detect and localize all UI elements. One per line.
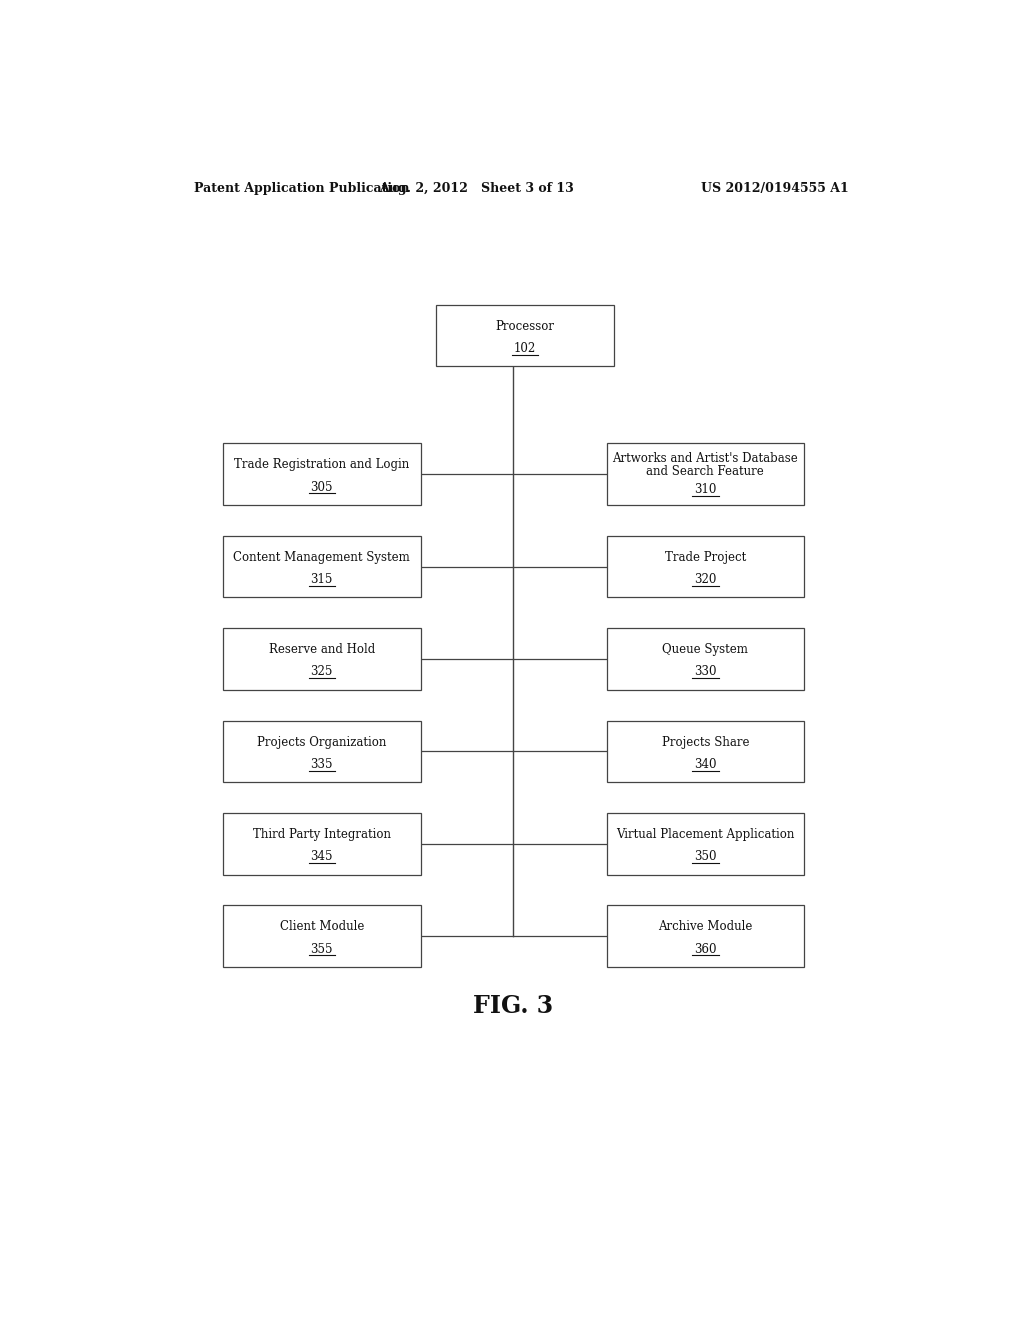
- FancyBboxPatch shape: [223, 721, 421, 781]
- FancyBboxPatch shape: [223, 628, 421, 689]
- Text: Trade Registration and Login: Trade Registration and Login: [234, 458, 410, 471]
- Text: FIG. 3: FIG. 3: [473, 994, 553, 1018]
- Text: US 2012/0194555 A1: US 2012/0194555 A1: [701, 182, 849, 194]
- Text: Third Party Integration: Third Party Integration: [253, 828, 391, 841]
- FancyBboxPatch shape: [223, 444, 421, 506]
- Text: Artworks and Artist's Database: Artworks and Artist's Database: [612, 453, 799, 465]
- Text: 102: 102: [514, 342, 536, 355]
- Text: Queue System: Queue System: [663, 643, 749, 656]
- Text: Archive Module: Archive Module: [658, 920, 753, 933]
- FancyBboxPatch shape: [606, 906, 804, 966]
- Text: 345: 345: [310, 850, 333, 863]
- FancyBboxPatch shape: [223, 813, 421, 875]
- FancyBboxPatch shape: [435, 305, 614, 367]
- Text: 305: 305: [310, 480, 333, 494]
- Text: Trade Project: Trade Project: [665, 550, 746, 564]
- Text: Projects Share: Projects Share: [662, 735, 750, 748]
- Text: 330: 330: [694, 665, 717, 678]
- Text: Aug. 2, 2012   Sheet 3 of 13: Aug. 2, 2012 Sheet 3 of 13: [379, 182, 574, 194]
- Text: Reserve and Hold: Reserve and Hold: [268, 643, 375, 656]
- Text: Processor: Processor: [496, 319, 554, 333]
- Text: and Search Feature: and Search Feature: [646, 465, 764, 478]
- Text: 335: 335: [310, 758, 333, 771]
- Text: 355: 355: [310, 942, 333, 956]
- Text: Virtual Placement Application: Virtual Placement Application: [616, 828, 795, 841]
- Text: Projects Organization: Projects Organization: [257, 735, 386, 748]
- FancyBboxPatch shape: [223, 536, 421, 598]
- Text: 310: 310: [694, 483, 717, 496]
- Text: Client Module: Client Module: [280, 920, 364, 933]
- FancyBboxPatch shape: [606, 444, 804, 506]
- Text: Content Management System: Content Management System: [233, 550, 411, 564]
- Text: 315: 315: [310, 573, 333, 586]
- Text: 350: 350: [694, 850, 717, 863]
- FancyBboxPatch shape: [606, 721, 804, 781]
- Text: 360: 360: [694, 942, 717, 956]
- Text: 320: 320: [694, 573, 717, 586]
- FancyBboxPatch shape: [606, 628, 804, 689]
- Text: Patent Application Publication: Patent Application Publication: [194, 182, 410, 194]
- FancyBboxPatch shape: [606, 813, 804, 875]
- Text: 340: 340: [694, 758, 717, 771]
- FancyBboxPatch shape: [606, 536, 804, 598]
- FancyBboxPatch shape: [223, 906, 421, 966]
- Text: 325: 325: [310, 665, 333, 678]
